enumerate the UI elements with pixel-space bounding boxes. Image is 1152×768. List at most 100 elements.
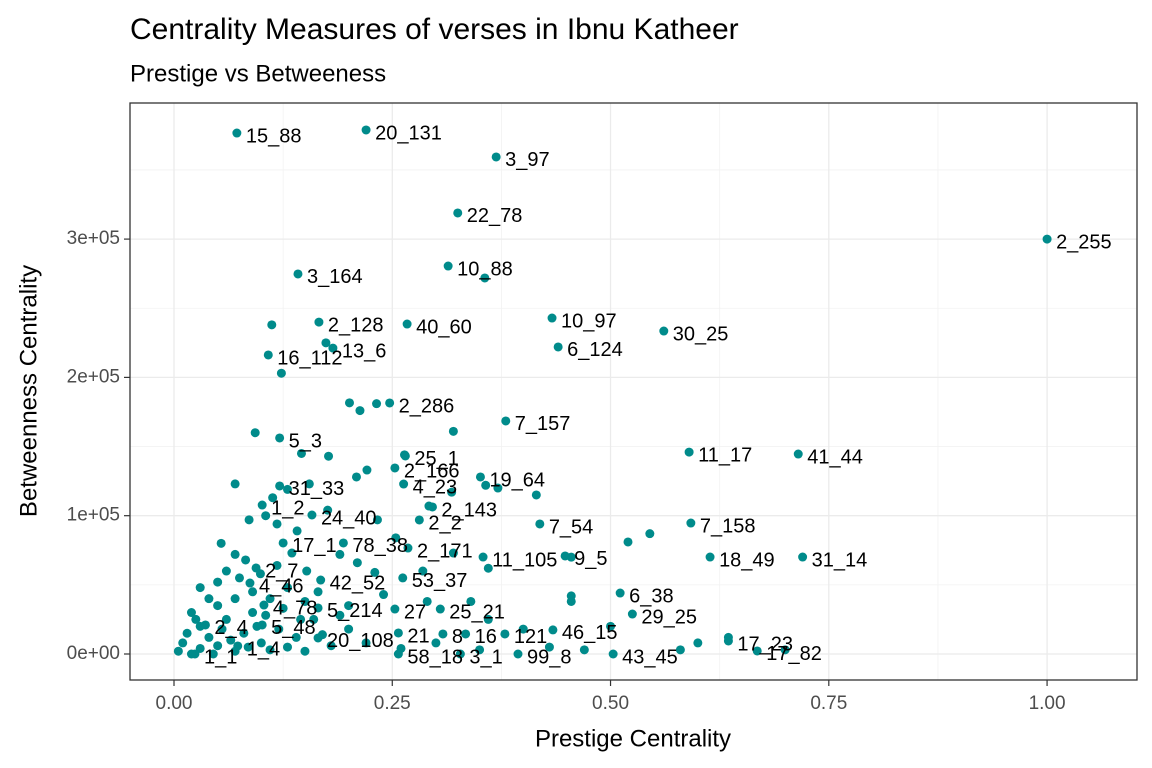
point bbox=[466, 596, 476, 606]
point bbox=[480, 273, 490, 283]
point bbox=[291, 632, 301, 642]
point bbox=[230, 646, 240, 656]
point-label: 10_88 bbox=[457, 258, 513, 280]
point bbox=[314, 317, 324, 327]
point bbox=[204, 632, 214, 642]
point bbox=[256, 638, 266, 648]
point bbox=[300, 596, 310, 606]
point bbox=[287, 548, 297, 558]
point bbox=[265, 645, 275, 655]
point bbox=[324, 451, 334, 461]
point-label: 42_52 bbox=[330, 572, 386, 594]
point bbox=[686, 518, 696, 528]
point bbox=[208, 649, 218, 659]
point bbox=[438, 629, 448, 639]
point-label: 19_64 bbox=[489, 469, 545, 491]
point bbox=[481, 480, 491, 490]
point bbox=[250, 428, 260, 438]
y-tick-label: 3e+05 bbox=[67, 228, 120, 249]
point bbox=[455, 649, 465, 659]
point bbox=[418, 566, 428, 576]
point bbox=[234, 573, 244, 583]
x-axis-title: Prestige Centrality bbox=[535, 725, 731, 752]
point-label: 78_38 bbox=[352, 535, 408, 557]
point-label: 121 bbox=[514, 626, 547, 648]
x-tick-label: 0.75 bbox=[810, 693, 847, 714]
x-tick-label: 0.50 bbox=[592, 693, 629, 714]
point-label: 46_15 bbox=[562, 622, 618, 644]
point bbox=[393, 628, 403, 638]
point bbox=[195, 643, 205, 653]
point bbox=[447, 487, 457, 497]
point bbox=[213, 641, 223, 651]
point bbox=[544, 642, 554, 652]
point bbox=[402, 319, 412, 329]
point bbox=[443, 261, 453, 271]
point bbox=[362, 465, 372, 475]
point-label: 3_97 bbox=[505, 149, 550, 171]
point bbox=[313, 603, 323, 613]
point bbox=[355, 406, 365, 416]
point bbox=[323, 505, 333, 515]
point-label: 6_38 bbox=[629, 585, 674, 607]
grid bbox=[130, 103, 1137, 680]
point bbox=[513, 649, 523, 659]
point bbox=[780, 645, 790, 655]
point bbox=[173, 646, 183, 656]
point bbox=[213, 577, 223, 587]
point-label: 31_14 bbox=[812, 549, 868, 571]
point bbox=[186, 608, 196, 618]
point bbox=[241, 555, 251, 565]
point bbox=[178, 638, 188, 648]
point bbox=[316, 575, 326, 585]
point-label: 15_88 bbox=[246, 125, 302, 147]
y-axis-title: Betweenness Centrality bbox=[15, 265, 42, 517]
point bbox=[230, 479, 240, 489]
points bbox=[173, 125, 1052, 659]
x-tick-label: 0.00 bbox=[156, 693, 193, 714]
y-tick-label: 2e+05 bbox=[67, 366, 120, 387]
point bbox=[623, 537, 633, 547]
point bbox=[195, 621, 205, 631]
point bbox=[483, 563, 493, 573]
point-label: 18_49 bbox=[719, 549, 775, 571]
point-label: 1_4 bbox=[247, 638, 280, 660]
point-label: 2_2 bbox=[428, 512, 461, 534]
point-label: 13_6 bbox=[342, 340, 387, 362]
point bbox=[248, 587, 258, 597]
point bbox=[1042, 234, 1052, 244]
point bbox=[321, 338, 331, 348]
point bbox=[518, 624, 528, 634]
point bbox=[475, 472, 485, 482]
chart-subtitle: Prestige vs Betweeness bbox=[130, 60, 386, 87]
point bbox=[293, 269, 303, 279]
point bbox=[221, 614, 231, 624]
point bbox=[566, 552, 576, 562]
point bbox=[317, 630, 327, 640]
point-label: 9_5 bbox=[574, 548, 607, 570]
point bbox=[338, 538, 348, 548]
point bbox=[344, 398, 354, 408]
point bbox=[723, 632, 733, 642]
point-label: 53_37 bbox=[412, 570, 468, 592]
point bbox=[379, 590, 389, 600]
point-label: 2_286 bbox=[399, 395, 455, 417]
point bbox=[283, 484, 293, 494]
point bbox=[705, 552, 715, 562]
point bbox=[296, 614, 306, 624]
chart-title: Centrality Measures of verses in Ibnu Ka… bbox=[130, 13, 739, 46]
point bbox=[361, 125, 371, 135]
point bbox=[391, 533, 401, 543]
point-label: 25_1 bbox=[414, 448, 459, 470]
point-label: 5_48 bbox=[271, 617, 316, 639]
point bbox=[278, 603, 288, 613]
point bbox=[302, 566, 312, 576]
point bbox=[553, 342, 563, 352]
point-label: 1_1 bbox=[204, 646, 237, 668]
point-label: 11_105 bbox=[492, 549, 557, 571]
point bbox=[226, 635, 236, 645]
point bbox=[252, 621, 262, 631]
point bbox=[335, 549, 345, 559]
